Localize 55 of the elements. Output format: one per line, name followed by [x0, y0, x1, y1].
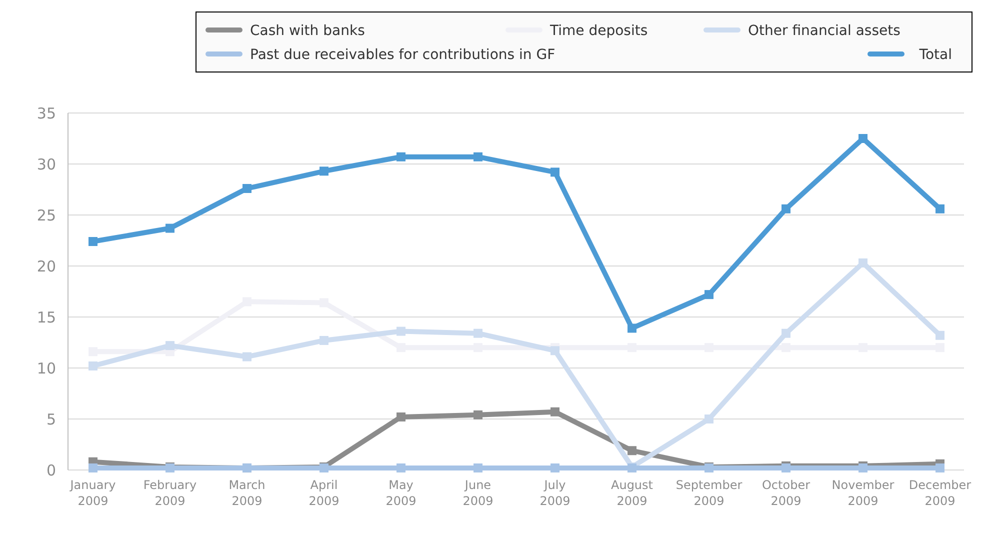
y-tick-label: 35: [36, 104, 56, 122]
point: [88, 463, 98, 472]
point: [320, 166, 328, 176]
point: [550, 346, 560, 356]
y-tick-label: 10: [36, 359, 56, 378]
point: [396, 326, 406, 336]
y-tick-label: 0: [46, 461, 56, 480]
point: [628, 446, 636, 456]
x-tick-label: November 2009: [832, 478, 894, 508]
x-tick-label: December 2009: [908, 478, 972, 508]
legend-label: Cash with banks: [250, 22, 365, 39]
legend-label: Time deposits: [549, 22, 648, 39]
point: [936, 330, 944, 340]
point: [550, 407, 560, 416]
point: [166, 341, 174, 350]
point: [474, 152, 482, 162]
legend-label: Other financial assets: [748, 22, 900, 39]
x-tick-label: October 2009: [762, 478, 810, 508]
x-tick-label: June 2009: [462, 478, 494, 508]
x-tick-label: May 2009: [386, 478, 416, 508]
point: [858, 134, 868, 143]
point: [782, 343, 790, 352]
point: [88, 237, 98, 246]
point: [396, 152, 406, 162]
x-tick-label: April 2009: [308, 478, 340, 508]
point: [858, 258, 868, 268]
point: [320, 336, 328, 345]
point: [242, 352, 252, 362]
legend-label: Past due receivables for contributions in GF: [250, 46, 556, 63]
point: [474, 410, 482, 420]
y-tick-label: 30: [36, 155, 56, 174]
point: [474, 328, 482, 338]
point: [782, 204, 790, 214]
x-tick-label: July 2009: [540, 478, 570, 508]
y-tick-label: 20: [36, 257, 56, 276]
y-tick-label: 25: [36, 206, 56, 224]
point: [396, 412, 406, 422]
point: [166, 224, 174, 233]
point: [936, 463, 944, 472]
point: [704, 414, 714, 424]
x-tick-label: February 2009: [143, 478, 197, 508]
x-tick-label: January 2009: [69, 478, 116, 508]
y-tick-label: 15: [36, 308, 56, 326]
point: [704, 290, 714, 300]
point: [242, 184, 252, 193]
x-tick-label: August 2009: [611, 478, 654, 508]
point: [628, 324, 636, 333]
x-tick-label: March 2009: [228, 478, 266, 508]
x-tick-label: September 2009: [676, 478, 742, 508]
y-tick-label: 5: [46, 410, 56, 428]
point: [936, 204, 944, 214]
point: [550, 168, 560, 177]
point: [88, 361, 98, 370]
point: [782, 328, 790, 338]
legend-label: Total: [918, 46, 952, 63]
